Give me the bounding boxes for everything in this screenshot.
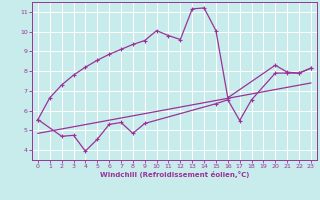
X-axis label: Windchill (Refroidissement éolien,°C): Windchill (Refroidissement éolien,°C): [100, 171, 249, 178]
